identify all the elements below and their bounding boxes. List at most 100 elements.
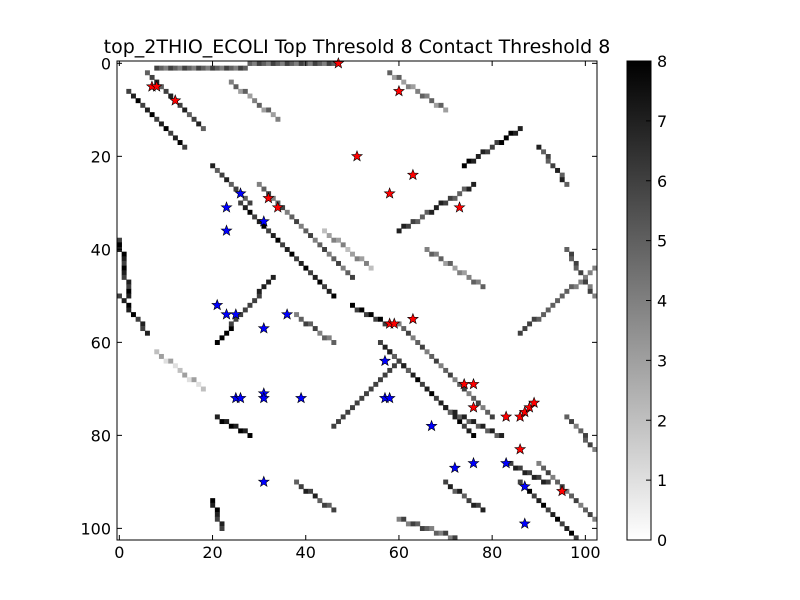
heatmap-cell (214, 512, 220, 518)
heatmap-cell (121, 270, 127, 276)
heatmap-cell (391, 363, 397, 369)
heatmap-cell (308, 61, 314, 66)
heatmap-cell (443, 479, 449, 485)
colorbar-tick-label: 0 (657, 531, 667, 550)
heatmap-cell (587, 270, 593, 276)
blue-star-marker (448, 461, 461, 474)
heatmap-cell (350, 405, 355, 411)
blue-star-marker (211, 298, 224, 311)
heatmap-cell (317, 61, 323, 66)
heatmap-cell (121, 251, 127, 257)
heatmap-cell (522, 326, 528, 332)
plot-area (117, 61, 597, 540)
x-tick-label: 60 (389, 543, 409, 562)
heatmap-cell (252, 214, 258, 220)
heatmap-cell (144, 330, 150, 336)
heatmap-cell (186, 65, 192, 71)
heatmap-cell (415, 88, 421, 94)
red-star-marker (467, 401, 480, 413)
heatmap-cell (242, 88, 248, 94)
heatmap-cell (144, 70, 150, 76)
heatmap-cell (452, 377, 458, 383)
heatmap-cell (177, 140, 183, 146)
heatmap-cell (126, 293, 132, 299)
heatmap-cell (550, 163, 556, 169)
heatmap-cell (443, 200, 449, 206)
heatmap-cell (261, 61, 267, 66)
heatmap-cell (354, 400, 360, 406)
heatmap-cell (261, 107, 267, 113)
heatmap-cell (559, 293, 565, 299)
heatmap-cell (331, 256, 337, 262)
heatmap-cell (429, 526, 435, 531)
heatmap-cell (536, 474, 542, 480)
heatmap-cell (228, 79, 234, 85)
heatmap-cell (573, 423, 579, 429)
heatmap-cell (298, 61, 304, 66)
heatmap-cell (443, 530, 449, 536)
heatmap-cell (480, 149, 486, 155)
heatmap-cell (196, 381, 202, 387)
heatmap-cell (224, 65, 230, 71)
contact-markers (145, 56, 569, 529)
heatmap-cell (252, 61, 258, 66)
heatmap-cell (559, 521, 565, 527)
heatmap-cell (419, 93, 425, 99)
heatmap-cell (517, 465, 523, 471)
heatmap-cell (294, 479, 300, 485)
blue-star-marker (281, 308, 294, 320)
heatmap-cell (308, 270, 314, 276)
heatmap-cell (126, 279, 132, 285)
heatmap-cell (485, 149, 491, 155)
heatmap-cell (466, 498, 472, 504)
heatmap-cell (331, 423, 337, 429)
heatmap-cell (377, 340, 383, 345)
heatmap-cell (219, 65, 225, 71)
heatmap-cell (186, 377, 192, 383)
red-star-marker (150, 80, 163, 92)
heatmap-cell (438, 363, 444, 369)
heatmap-cell (350, 302, 355, 308)
colorbar-tick-label: 6 (657, 172, 667, 191)
heatmap-cell (573, 265, 579, 271)
heatmap-cell (359, 395, 365, 401)
heatmap-cell (527, 321, 533, 327)
heatmap-cell (252, 98, 258, 104)
heatmap-cell (256, 61, 262, 66)
heatmap-cell (135, 316, 141, 322)
heatmap-cell (438, 256, 444, 262)
heatmap-cell (401, 223, 407, 229)
heatmap-cell (354, 307, 360, 313)
heatmap-cell (573, 498, 579, 504)
heatmap-cell (419, 526, 425, 531)
heatmap-cell (387, 367, 393, 373)
heatmap-cell (363, 260, 369, 266)
heatmap-cell (401, 516, 407, 522)
heatmap-cell (210, 65, 216, 71)
heatmap-cell (196, 65, 202, 71)
heatmap-cell (121, 274, 127, 280)
heatmap-cell (163, 126, 169, 132)
heatmap-cell (284, 209, 290, 215)
heatmap-cell (564, 414, 570, 420)
colorbar-tick-label: 4 (657, 292, 667, 311)
heatmap-cell (527, 488, 533, 494)
heatmap-cell (177, 65, 183, 71)
heatmap-cell (583, 507, 588, 513)
heatmap-cell (294, 61, 300, 66)
heatmap-cell (401, 326, 407, 332)
heatmap-cell (140, 326, 146, 332)
heatmap-cell (433, 251, 439, 257)
heatmap-cell (466, 274, 472, 280)
heatmap-cell (345, 247, 351, 252)
red-star-marker (350, 149, 364, 162)
heatmap-cell (555, 516, 561, 522)
heatmap-cell (266, 279, 272, 285)
blue-star-marker (500, 456, 513, 469)
heatmap-cell (326, 251, 332, 257)
heatmap-cell (499, 433, 505, 438)
heatmap-cell (433, 205, 439, 211)
heatmap-cell (461, 386, 467, 392)
heatmap-cell (121, 265, 127, 271)
